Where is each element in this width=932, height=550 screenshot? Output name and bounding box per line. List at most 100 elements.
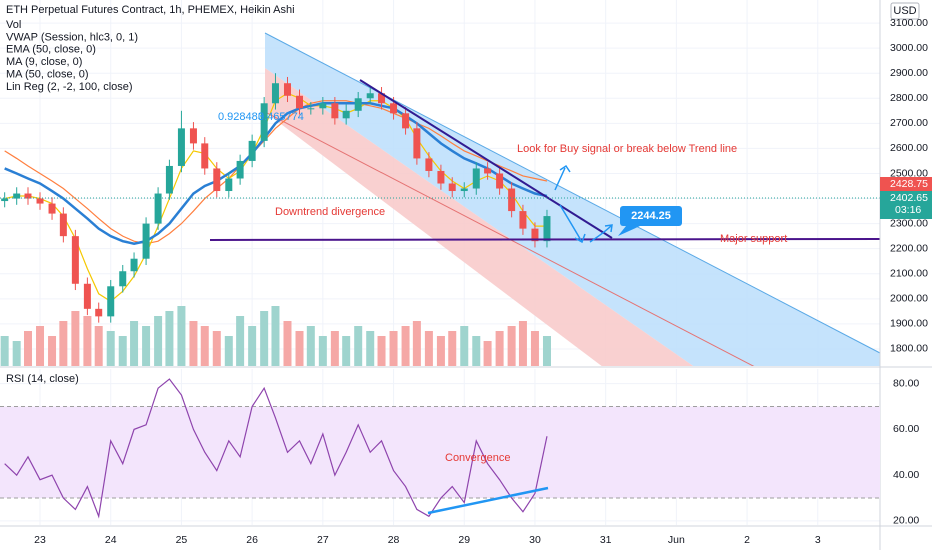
candle-body <box>177 128 185 166</box>
currency: USD <box>893 5 916 17</box>
legend-item: VWAP (Session, hlc3, 0, 1) <box>6 31 138 43</box>
volume-bar <box>318 336 327 366</box>
annotation: Convergence <box>445 452 510 464</box>
candle-body <box>13 193 21 199</box>
legend-item: Lin Reg (2, -2, 100, close) <box>6 81 133 93</box>
volume-bar <box>460 326 469 366</box>
volume-bar <box>495 331 504 366</box>
candles <box>1 73 551 323</box>
volume-bar <box>59 321 68 366</box>
trend-line <box>359 79 613 239</box>
x-tick-label: 3 <box>815 534 821 546</box>
annotation: 2244.25 <box>631 210 671 222</box>
annotation: Look for Buy signal or break below Trend… <box>517 143 737 155</box>
y-tick-label: 2100.00 <box>890 268 928 280</box>
y-tick-label: 2900.00 <box>890 67 928 79</box>
candle-body <box>283 83 291 96</box>
x-tick-label: 25 <box>176 534 188 546</box>
candle-body <box>496 173 504 189</box>
volume-bar <box>177 306 186 366</box>
rsi-tick-label: 80.00 <box>893 377 919 389</box>
candle-body <box>460 188 468 192</box>
x-tick-label: 24 <box>105 534 117 546</box>
volume-bar <box>448 331 457 366</box>
legend-item: Vol <box>6 19 21 31</box>
x-tick-label: 27 <box>317 534 329 546</box>
volume-bar <box>542 336 551 366</box>
rsi-pane <box>0 378 880 519</box>
y-tick-label: 2800.00 <box>890 92 928 104</box>
volume-bar <box>472 336 481 366</box>
y-tick-label: 2500.00 <box>890 167 928 179</box>
volume-bar <box>377 336 386 366</box>
candle-body <box>1 198 9 202</box>
candle-body <box>531 228 539 242</box>
candle-body <box>83 283 91 309</box>
candle-body <box>519 211 527 229</box>
candle-body <box>331 103 339 119</box>
legend-item: EMA (50, close, 0) <box>6 44 96 56</box>
indicator-line <box>4 102 548 245</box>
currency-box <box>890 2 920 20</box>
volume-bar <box>483 341 492 366</box>
volume-bar <box>12 341 21 366</box>
candle-body <box>296 95 304 109</box>
volume-bar <box>118 336 127 366</box>
candle-body <box>366 93 374 99</box>
x-tick-label: 30 <box>529 534 541 546</box>
candle-body <box>213 168 221 192</box>
candle-body <box>543 216 551 242</box>
candle-body <box>236 160 244 179</box>
volume-bar <box>354 326 363 366</box>
volume-bar <box>295 331 304 366</box>
volume-bar <box>436 336 445 366</box>
candle-body <box>307 108 315 110</box>
y-tick-label: 1900.00 <box>890 318 928 330</box>
candle-body <box>260 103 268 141</box>
arrow-down <box>559 204 586 244</box>
volume-bar <box>48 336 57 366</box>
channel-lower <box>265 68 694 366</box>
candle-body <box>413 128 421 159</box>
candle-body <box>378 93 386 104</box>
candle-body <box>448 183 456 192</box>
x-tick-label: 31 <box>600 534 612 546</box>
candle-body <box>119 271 127 287</box>
candle-body <box>390 103 398 114</box>
volume-bar <box>412 321 421 366</box>
volume-bar <box>401 326 410 366</box>
y-tick-label: 2300.00 <box>890 217 928 229</box>
candle-body <box>225 178 233 192</box>
candle-body <box>201 143 209 169</box>
countdown: 03:16 <box>895 204 921 216</box>
volume-bar <box>130 321 139 366</box>
x-tick-label: 2 <box>744 534 750 546</box>
price-label-box <box>880 191 932 219</box>
candle-body <box>342 110 350 119</box>
candle-body <box>59 213 67 237</box>
lin-reg-label: 0.928483 <box>218 111 264 123</box>
volume-bar <box>36 326 45 366</box>
volume-bar <box>342 336 351 366</box>
annotation: Downtrend divergence <box>275 206 385 218</box>
price-callout <box>618 226 640 236</box>
candle-body <box>36 198 44 204</box>
candle-body <box>165 165 173 194</box>
volume-bar <box>165 311 174 366</box>
volume-bar <box>306 326 315 366</box>
volume-bar <box>283 321 292 366</box>
y-tick-label: 3100.00 <box>890 17 928 29</box>
volume-bar <box>200 326 209 366</box>
y-tick-label: 2700.00 <box>890 117 928 129</box>
price-label: 2428.75 <box>890 178 928 190</box>
rsi-band <box>0 406 880 499</box>
y-tick-label: 2600.00 <box>890 142 928 154</box>
rsi-tick-label: 20.00 <box>893 515 919 527</box>
candle-body <box>189 128 197 144</box>
x-tick-label: 26 <box>246 534 258 546</box>
volume-bar <box>271 306 280 366</box>
candle-body <box>319 103 327 109</box>
volume-bar <box>248 326 257 366</box>
